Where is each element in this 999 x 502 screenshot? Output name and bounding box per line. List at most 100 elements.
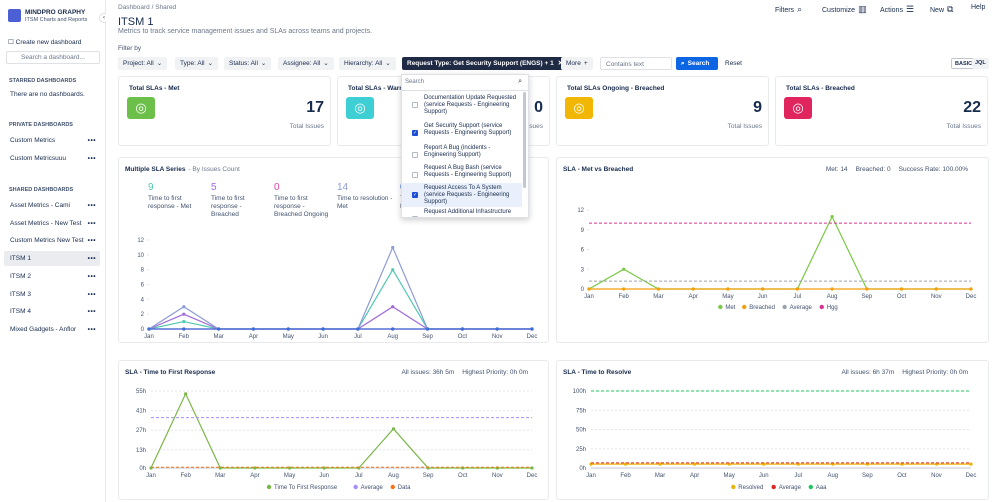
filter-button[interactable]: Project: All ⌄ (118, 57, 168, 70)
header-action[interactable]: New ⧉ (930, 4, 953, 15)
dashboard-name: ITSM 1 (10, 255, 31, 263)
dropdown-search[interactable]: Search (405, 79, 425, 85)
header-action[interactable]: Customize ▥ (822, 4, 867, 15)
data-point (587, 287, 591, 291)
y-tick-label: 25h (576, 447, 586, 453)
filter-button[interactable]: Status: All ⌄ (224, 57, 272, 70)
x-tick-label: Nov (492, 473, 503, 479)
option[interactable]: Request A Bug Bash (service Requests - E… (402, 163, 522, 183)
legend-swatch (266, 484, 272, 490)
series-total: 14 (337, 182, 349, 193)
dashboard-item[interactable]: Asset Metrics - New Test ••• (4, 216, 100, 231)
x-tick-label: Jun (759, 473, 769, 479)
card-value: 0 (534, 99, 543, 116)
action-label: New (930, 7, 945, 14)
filter-label: Filter by (118, 45, 142, 52)
x-tick-label: Nov (931, 294, 942, 300)
dashboard-item[interactable]: Custom Metricsuuu ••• (4, 151, 100, 166)
stat: Met: 14 (825, 166, 848, 173)
legend-swatch (742, 304, 747, 310)
search-button[interactable]: ⌕ Search (676, 57, 718, 70)
checkbox: ✓ (412, 130, 418, 136)
option[interactable]: Request Additional Infrastructure (402, 207, 522, 217)
data-point (391, 245, 395, 250)
mode-toggle[interactable]: JQL (972, 58, 989, 69)
filter-label: Assignee: All (283, 60, 321, 67)
chart: 0 2 4 6 8 10 12 Jan Feb Mar Apr May Jun Jul Aug Sep Oct N… (137, 238, 538, 340)
x-tick-label: Sep (862, 473, 873, 479)
dashboard-item[interactable]: Asset Metrics - Cami ••• (4, 198, 100, 213)
stat-card: Total SLAs Ongoing - Breached ◎ 9 Total Iss… (556, 76, 769, 146)
series-line (148, 245, 532, 330)
x-tick-label: Dec (527, 334, 538, 340)
option[interactable]: Documentation Update Requested (service … (402, 93, 522, 121)
filter-button[interactable]: Hierarchy: All ⌄ (339, 57, 396, 70)
x-tick-label: Jul (794, 473, 802, 479)
x-tick-label: Jun (319, 473, 329, 479)
header-action[interactable]: Help (971, 4, 985, 11)
x-tick-label: May (284, 473, 295, 479)
option[interactable]: ✓ Get Security Support (service Requests … (402, 121, 522, 143)
x-tick-label: Aug (827, 294, 838, 300)
data-point (865, 287, 869, 291)
create-dashboard[interactable]: ☐ Create new dashboard (8, 39, 82, 46)
data-point (391, 305, 395, 309)
dashboard-item[interactable]: ITSM 2 ••• (4, 269, 100, 284)
title-text: SLA - Met vs Breached (563, 166, 634, 173)
card-value: 17 (306, 99, 324, 116)
option[interactable]: ✓ Request Access To A System (service Req… (402, 183, 522, 207)
brand: MINDPRO GRAPHY (25, 9, 86, 16)
checkbox (412, 102, 418, 108)
legend-label: Data (398, 485, 411, 491)
chart: 0 3 6 9 12 Jan Feb Mar Apr May Jun Jul Aug Sep Oct Nov D… (577, 208, 976, 311)
divider (402, 90, 528, 91)
dashboard-item[interactable]: ITSM 1 ••• (4, 251, 100, 267)
chevron: ⌄ (323, 60, 329, 67)
stat-card: Total SLAs - Breached ◎ 22 Total Issues (775, 76, 988, 146)
chart-title: SLA - Met vs Breached (563, 166, 633, 173)
header-action[interactable]: Filters ⌕ (775, 4, 802, 15)
x-tick-label: Jul (355, 473, 363, 479)
series-line (150, 392, 532, 469)
filter-button[interactable]: Assignee: All ⌄ (278, 57, 334, 70)
reset-button[interactable]: Reset (725, 60, 742, 67)
card-caption: Total Issues (946, 123, 981, 130)
dashboard-item[interactable]: ITSM 3 ••• (4, 287, 100, 302)
title-text: SLA - Time to First Response (125, 369, 216, 376)
dashboard-item[interactable]: Mixed Gadgets - Anflor ••• (4, 322, 100, 337)
series-name: Time to resolution - Met (337, 195, 393, 210)
dashboard-item[interactable]: ITSM 4 ••• (4, 304, 100, 319)
option-label: Request Access To A System (service Requ… (424, 185, 510, 205)
y-tick-label: 12 (137, 238, 144, 244)
checkbox (412, 172, 418, 178)
y-tick-label: 50h (576, 428, 586, 434)
data-point (182, 327, 186, 331)
chevron: ⌄ (207, 60, 214, 67)
data-point (356, 327, 360, 331)
dashboard-item[interactable]: Custom Metrics New Test ••• (4, 233, 100, 248)
data-point (321, 327, 325, 331)
x-tick-label: Sep (861, 294, 872, 300)
active-filter[interactable]: Request Type: Get Security Support (ENGS… (402, 57, 569, 70)
x-tick-label: Mar (653, 294, 663, 300)
option[interactable]: Report A Bug (incidents - Engineering Su… (402, 143, 522, 163)
action-icon: ⌕ (797, 4, 803, 14)
more-button[interactable]: More + (561, 57, 593, 70)
logo (8, 9, 21, 22)
dashboard-item[interactable]: Custom Metrics ••• (4, 133, 100, 148)
action-label: Customize (822, 7, 856, 14)
option-label: Request A Bug Bash (service Requests - E… (424, 165, 512, 178)
x-tick-label: Jul (794, 294, 802, 300)
text-filter[interactable]: Contains text (600, 57, 672, 70)
close: ✕ (558, 60, 563, 67)
x-tick-label: Sep (423, 473, 434, 479)
series-name: Time to first response - Breached (211, 195, 245, 218)
icon: ⌕ (681, 60, 685, 67)
dashboard-search[interactable]: Search a dashboard... (6, 51, 100, 64)
header-action[interactable]: Actions ☰ (880, 4, 914, 15)
filter-button[interactable]: Type: All ⌄ (175, 57, 219, 70)
card-caption: Total Issues (289, 123, 324, 130)
x-tick-label: Aug (387, 334, 398, 340)
create-label: Create new dashboard (15, 39, 82, 46)
series-total: 9 (148, 182, 154, 193)
